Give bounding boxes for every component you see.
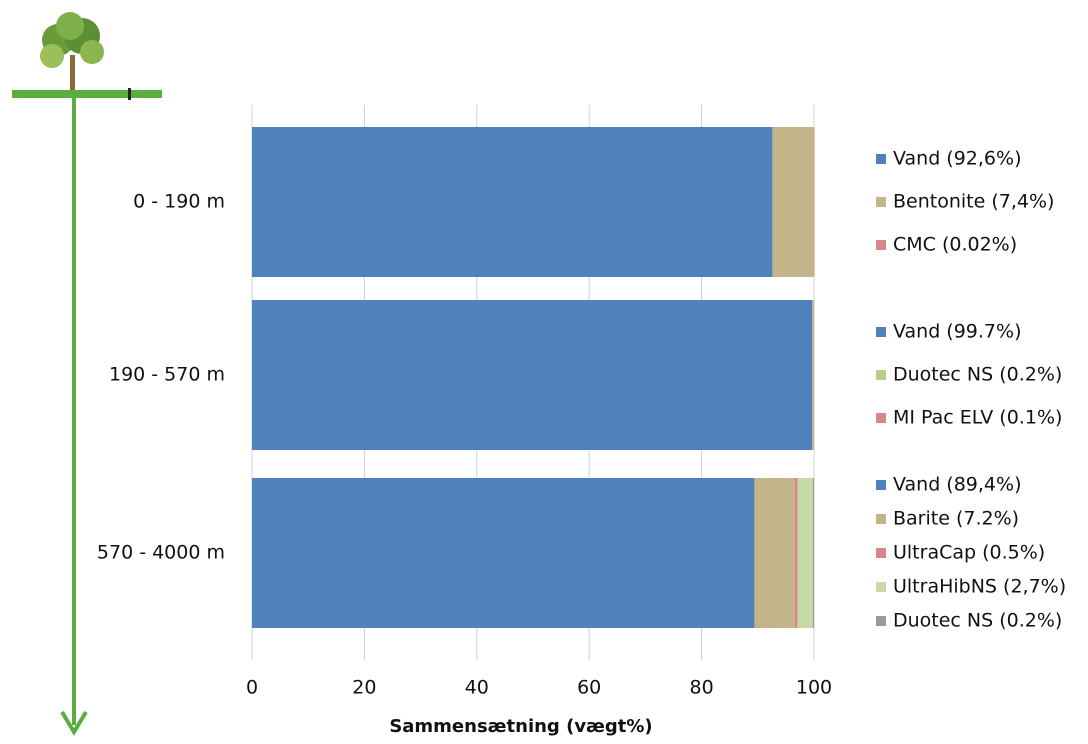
category-label: 570 - 4000 m bbox=[97, 542, 225, 564]
legend-label: UltraHibNS (2,7%) bbox=[893, 576, 1066, 598]
category-label: 0 - 190 m bbox=[133, 191, 225, 213]
legend-label: Barite (7.2%) bbox=[893, 508, 1019, 530]
legend-marker bbox=[876, 370, 886, 380]
legend-label: Vand (92,6%) bbox=[893, 148, 1022, 170]
bar-segment bbox=[797, 478, 813, 628]
bar-segment bbox=[813, 300, 814, 450]
depth-arrow bbox=[60, 98, 88, 736]
bar-segment bbox=[814, 127, 815, 277]
legend-label: Duotec NS (0.2%) bbox=[893, 364, 1062, 386]
tree-icon bbox=[12, 12, 162, 100]
legend-marker bbox=[876, 582, 886, 592]
legend-label: Vand (89,4%) bbox=[893, 474, 1022, 496]
legend-marker bbox=[876, 327, 886, 337]
legend-label: CMC (0.02%) bbox=[893, 234, 1017, 256]
legend-marker bbox=[876, 154, 886, 164]
legend-marker bbox=[876, 240, 886, 250]
legend-label: UltraCap (0.5%) bbox=[893, 542, 1045, 564]
legend-label: Bentonite (7,4%) bbox=[893, 191, 1054, 213]
bar-segment bbox=[754, 478, 795, 628]
x-axis-label: Sammensætning (vægt%) bbox=[389, 716, 652, 737]
bar-segment bbox=[794, 478, 798, 628]
bar-segment bbox=[252, 478, 755, 628]
bar-segment bbox=[252, 127, 773, 277]
legend-marker bbox=[876, 616, 886, 626]
x-tick-label: 100 bbox=[796, 677, 832, 699]
legend-label: Vand (99.7%) bbox=[893, 321, 1022, 343]
legend-marker bbox=[876, 548, 886, 558]
x-tick-label: 40 bbox=[465, 677, 489, 699]
x-tick-label: 20 bbox=[352, 677, 376, 699]
bar-segment bbox=[812, 478, 814, 628]
legend-label: MI Pac ELV (0.1%) bbox=[893, 407, 1062, 429]
x-tick-label: 60 bbox=[577, 677, 601, 699]
legend-marker bbox=[876, 480, 886, 490]
bar-segment bbox=[812, 300, 814, 450]
bar-segment bbox=[252, 300, 813, 450]
bar-segment bbox=[772, 127, 814, 277]
x-tick-label: 0 bbox=[246, 677, 258, 699]
category-label: 190 - 570 m bbox=[109, 364, 225, 386]
legend-label: Duotec NS (0.2%) bbox=[893, 610, 1062, 632]
legend-marker bbox=[876, 197, 886, 207]
legend-marker bbox=[876, 514, 886, 524]
legend-marker bbox=[876, 413, 886, 423]
x-tick-label: 80 bbox=[690, 677, 714, 699]
